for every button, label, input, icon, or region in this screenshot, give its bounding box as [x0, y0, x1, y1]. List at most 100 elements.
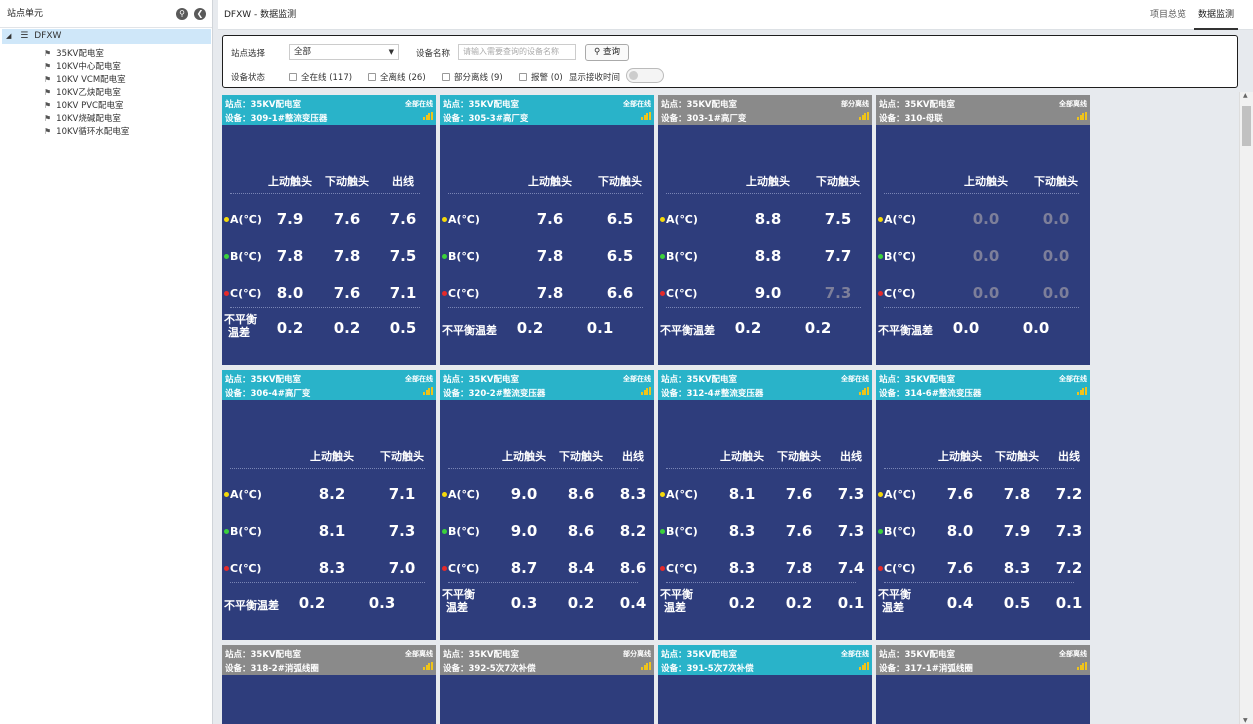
checkbox-alarm[interactable]: 报警 (0) [519, 71, 563, 83]
card-header: 站点：35KV配电室 设备：305-3#高厂变 全部在线 [440, 95, 654, 125]
phase-a-label: A(℃) [878, 213, 916, 226]
phase-a-value: 7.6 [333, 210, 361, 228]
tab-data-monitor[interactable]: 数据监测 [1194, 0, 1239, 30]
phase-c-label: C(℃) [878, 287, 915, 300]
phase-a-value: 7.3 [837, 485, 865, 503]
checkbox-all-offline[interactable]: 全离线 (26) [368, 71, 426, 83]
device-card[interactable]: 站点：35KV配电室 设备：310-母联 全部离线 上动触头 下动触头 A(℃) 0.0 0.… [876, 95, 1090, 365]
device-card[interactable]: 站点：35KV配电室 设备：309-1#整流变压器 全部在线 上动触头 下动触头 出线 A(… [222, 95, 436, 365]
site-prefix: 站点： [661, 650, 687, 660]
phase-c-dot-icon [878, 291, 883, 296]
device-card[interactable]: 站点：35KV配电室 设备：305-3#高厂变 全部在线 上动触头 下动触头 A(℃) 7.… [440, 95, 654, 365]
signal-icon [641, 662, 651, 670]
phase-c-label-text: C(℃) [230, 287, 262, 300]
main-panel: DFXW - 数据监测 项目总览 数据监测 站点选择 全部 ▼ 设备名称 请输入… [218, 0, 1253, 724]
device-card[interactable]: 站点：35KV配电室 设备：306-4#高厂变 全部在线 上动触头 下动触头 A(℃) 8.… [222, 370, 436, 640]
sidebar-item[interactable]: ⚑ 10KV PVC配电室 [44, 99, 123, 112]
device-card[interactable]: 站点：35KV配电室 设备：320-2#整流变压器 全部在线 上动触头 下动触头 出线 A(… [440, 370, 654, 640]
column-header: 下动触头 [777, 450, 821, 463]
unbalance-label: 不平衡温差 [442, 324, 497, 337]
sidebar-item[interactable]: ⚑ 10KV循环水配电室 [44, 125, 129, 138]
scroll-up-icon[interactable]: ▲ [1243, 92, 1248, 99]
query-button[interactable]: ⚲ 查询 [585, 44, 629, 61]
column-header: 出线 [1058, 450, 1080, 463]
device-card[interactable]: 站点：35KV配电室 设备：391-5次7次补偿 全部在线 [658, 645, 872, 724]
signal-icon [859, 662, 869, 670]
header-divider [448, 193, 643, 194]
site-prefix: 站点： [661, 375, 687, 385]
checkbox-partial-offline[interactable]: 部分离线 (9) [442, 71, 503, 83]
device-card[interactable]: 站点：35KV配电室 设备：318-2#消弧线圈 全部离线 [222, 645, 436, 724]
column-header: 上动触头 [502, 450, 546, 463]
phase-c-label-text: C(℃) [666, 562, 698, 575]
scroll-down-icon[interactable]: ▼ [1243, 717, 1248, 724]
phase-b-value: 9.0 [510, 522, 538, 540]
phase-b-label-text: B(℃) [230, 250, 262, 263]
column-header: 上动触头 [310, 450, 354, 463]
site-name: 35KV配电室 [904, 375, 956, 385]
unbalance-value: 0.3 [368, 594, 396, 612]
card-header: 站点：35KV配电室 设备：312-4#整流变压器 全部在线 [658, 370, 872, 400]
unbalance-divider [666, 582, 856, 583]
checkbox-all-online[interactable]: 全在线 (117) [289, 71, 352, 83]
show-time-toggle[interactable] [626, 68, 664, 83]
sidebar-item[interactable]: ⚑ 10KV中心配电室 [44, 60, 121, 73]
phase-c-value: 8.3 [728, 559, 756, 577]
tree-root-dfxw[interactable]: ◢ ☰ DFXW [2, 29, 211, 44]
station-select[interactable]: 全部 ▼ [289, 44, 399, 60]
device-card[interactable]: 站点：35KV配电室 设备：303-1#高厂变 部分离线 上动触头 下动触头 A(℃) 8.… [658, 95, 872, 365]
phase-a-value: 7.9 [276, 210, 304, 228]
phase-b-label: B(℃) [660, 250, 698, 263]
phase-c-dot-icon [224, 291, 229, 296]
sidebar-item[interactable]: ⚑ 35KV配电室 [44, 47, 104, 60]
phase-a-value: 7.5 [824, 210, 852, 228]
sidebar-item[interactable]: ⚑ 10KV烧碱配电室 [44, 112, 121, 125]
sidebar-item[interactable]: ⚑ 10KV VCM配电室 [44, 73, 126, 86]
device-status-label: 设备状态 [231, 73, 266, 83]
scrollbar-thumb[interactable] [1242, 106, 1251, 146]
header-divider [230, 468, 425, 469]
device-card[interactable]: 站点：35KV配电室 设备：312-4#整流变压器 全部在线 上动触头 下动触头 出线 A(… [658, 370, 872, 640]
phase-c-label: C(℃) [224, 562, 261, 575]
expand-icon[interactable]: ◢ [6, 32, 12, 40]
phase-c-dot-icon [660, 566, 665, 571]
unbalance-value: 0.2 [516, 319, 544, 337]
signal-icon [641, 387, 651, 395]
unbalance-divider [448, 307, 643, 308]
phase-c-value: 8.7 [510, 559, 538, 577]
phase-a-value: 7.8 [1003, 485, 1031, 503]
site-name: 35KV配电室 [686, 650, 738, 660]
device-card[interactable]: 站点：35KV配电室 设备：317-1#消弧线圈 全部离线 [876, 645, 1090, 724]
device-name: 309-1#整流变压器 [250, 114, 328, 124]
phase-a-value: 8.8 [754, 210, 782, 228]
phase-b-value: 8.3 [728, 522, 756, 540]
unbalance-value: 0.4 [619, 594, 647, 612]
column-header: 出线 [392, 175, 414, 188]
unbalance-label-line1: 不平衡 [224, 313, 257, 326]
partial-offline-label: 部分离线 (9) [454, 73, 503, 83]
sidebar-item[interactable]: ⚑ 10KV乙炔配电室 [44, 86, 121, 99]
site-line: 站点：35KV配电室 [225, 373, 301, 385]
tab-project-overview[interactable]: 项目总览 [1150, 10, 1187, 20]
unbalance-label-line1: 不平衡 [878, 588, 911, 601]
unbalance-value: 0.2 [276, 319, 304, 337]
search-icon[interactable]: ⚲ [176, 8, 188, 20]
phase-a-label-text: A(℃) [230, 213, 262, 226]
header-divider [884, 468, 1074, 469]
device-card[interactable]: 站点：35KV配电室 设备：392-5次7次补偿 部分离线 [440, 645, 654, 724]
scrollbar[interactable]: ▲ ▼ [1239, 92, 1253, 724]
unbalance-divider [884, 307, 1079, 308]
unbalance-label: 不平衡温差 [224, 599, 279, 612]
phase-b-dot-icon [442, 529, 447, 534]
device-card[interactable]: 站点：35KV配电室 设备：314-6#整流变压器 全部在线 上动触头 下动触头 出线 A(… [876, 370, 1090, 640]
flag-icon: ⚑ [44, 75, 52, 84]
phase-a-label: A(℃) [878, 488, 916, 501]
phase-b-label: B(℃) [878, 250, 916, 263]
flag-icon: ⚑ [44, 101, 52, 110]
device-prefix: 设备： [443, 389, 469, 399]
phase-b-label-text: B(℃) [448, 250, 480, 263]
collapse-left-icon[interactable]: ❮ [194, 8, 206, 20]
phase-b-label: B(℃) [878, 525, 916, 538]
device-name-input[interactable]: 请输入需要查询的设备名称 [458, 44, 576, 60]
sidebar-item-label: 10KV中心配电室 [56, 62, 121, 72]
